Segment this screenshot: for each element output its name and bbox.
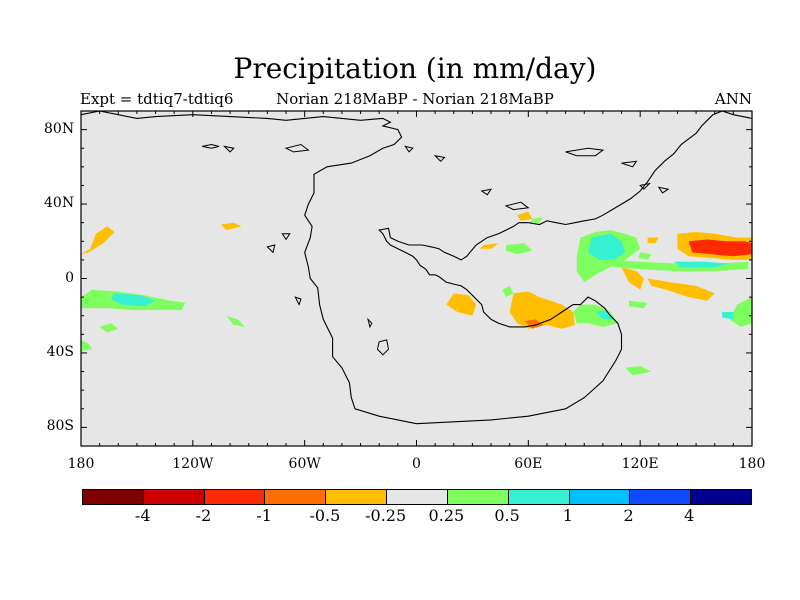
precip-anomaly-region [647,278,715,301]
island-outline [202,143,220,149]
precip-anomaly-region [588,233,626,260]
colorbar-swatch [143,490,205,504]
colorbar-swatch [387,490,448,504]
precip-anomaly-region [110,293,156,307]
colorbar-swatch [569,490,631,504]
map-background [81,111,752,446]
precip-anomaly-region [502,285,514,298]
experiment-label: Expt = tdtiq7-tdtiq6 [80,90,234,108]
colorbar-swatch [447,490,509,504]
colorbar-swatch [204,490,266,504]
island-outline [222,145,235,153]
chart-title: Precipitation (in mm/day) [233,52,597,85]
island-outline [284,143,310,153]
lat-tick-label: 0 [65,269,74,286]
lon-tick-label: 180 [738,456,766,472]
precip-anomaly-region [629,300,648,309]
island-outline [639,182,652,190]
island-outline [621,160,638,168]
precip-anomaly-region [81,339,93,352]
period-label: Norian 218MaBP - Norian 218MaBP [276,90,554,108]
lon-tick-label: 60W [288,456,321,472]
colorbar-swatch [691,490,751,504]
coastline [80,110,753,425]
island-outline [294,296,302,306]
island-outline [480,188,493,196]
precip-anomaly-region [99,323,119,333]
precip-anomaly-region [479,243,499,249]
precip-anomaly-region [647,237,659,244]
island-outline [565,147,605,157]
lon-tick-label: 60E [514,456,543,472]
precip-anomaly-region [509,291,575,329]
colorbar-label: 0.25 [428,506,465,525]
colorbar-label: -4 [134,506,151,525]
island-outline [376,339,390,356]
colorbar-label: 4 [684,506,695,525]
lon-tick-label: 120E [621,456,659,472]
island-outline [266,244,276,254]
precip-anomaly-region [621,267,644,290]
precip-anomaly-region [729,297,752,327]
island-outline [657,186,670,194]
colorbar-label: -0.5 [309,506,341,525]
lat-tick-label: 40N [44,195,75,212]
island-outline [281,233,291,241]
precip-anomaly-region [81,226,115,255]
precip-anomaly-region [673,261,730,268]
lat-tick-label: 80N [44,120,75,137]
lon-tick-label: 180 [67,456,95,472]
precip-anomaly-region [688,239,752,257]
island-outline [404,145,414,153]
colorbar-label: 1 [562,506,573,525]
precip-anomaly-region [625,366,652,376]
precip-anomaly-region [446,293,477,316]
island-outline [367,317,373,329]
lon-tick-label: 0 [412,456,421,472]
precip-anomaly-region [722,312,734,320]
precip-anomaly-region [220,222,242,231]
lat-tick-label: 40S [46,343,74,360]
colorbar [82,489,752,505]
precip-anomaly-region [506,243,533,255]
colorbar-swatch [326,490,388,504]
colorbar-label: 2 [623,506,634,525]
precip-anomaly-region [638,252,652,260]
precip-anomaly-region [517,211,533,221]
island-outline [433,154,446,163]
precip-anomaly-region [595,310,615,320]
colorbar-swatch [265,490,327,504]
colorbar-label: -0.25 [365,506,407,525]
island-outline [504,201,530,211]
lon-tick-label: 120W [172,456,214,472]
colorbar-swatch [630,490,692,504]
colorbar-label: 0.5 [494,506,520,525]
precip-anomaly-region [530,217,544,223]
colorbar-label: -1 [256,506,272,525]
colorbar-swatch [83,490,144,504]
precip-anomaly-region [226,315,245,327]
colorbar-label: -2 [195,506,212,525]
precip-anomaly-region [524,319,544,329]
season-label: ANN [714,90,752,108]
lat-tick-label: 80S [46,418,74,435]
colorbar-swatch [508,490,570,504]
